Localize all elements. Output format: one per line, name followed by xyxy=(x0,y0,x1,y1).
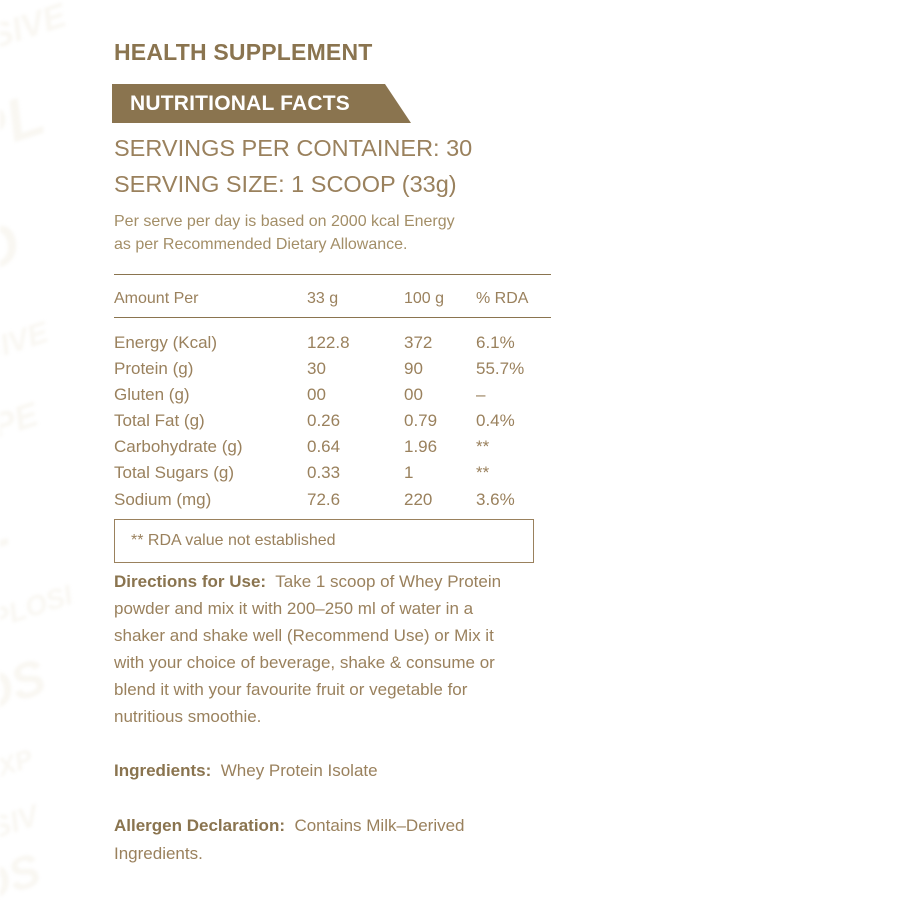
svg-text:EXP: EXP xyxy=(0,743,37,788)
svg-text:O: O xyxy=(0,210,27,286)
svg-text:OS: OS xyxy=(0,648,52,724)
svg-text:SIVE: SIVE xyxy=(0,316,53,369)
svg-text:SIVE: SIVE xyxy=(0,0,72,56)
svg-text:XPE: XPE xyxy=(0,395,44,453)
svg-text:OS: OS xyxy=(0,843,47,900)
svg-text:SIV: SIV xyxy=(0,798,46,845)
svg-text:L: L xyxy=(0,494,17,564)
svg-text:PL: PL xyxy=(0,80,52,167)
svg-text:PLOSI: PLOSI xyxy=(0,579,77,635)
